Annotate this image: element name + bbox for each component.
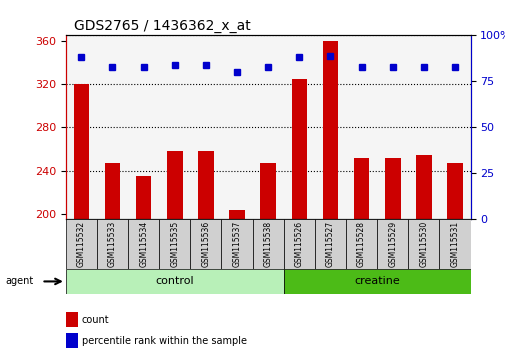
Bar [384,158,400,219]
Bar [322,41,337,219]
Bar [66,333,78,348]
Text: GSM115527: GSM115527 [325,221,334,267]
Bar [353,158,369,219]
Text: GSM115537: GSM115537 [232,221,241,267]
Bar [415,154,431,219]
FancyBboxPatch shape [314,219,345,269]
Text: agent: agent [5,276,33,286]
Bar [291,79,307,219]
FancyBboxPatch shape [159,219,190,269]
Text: GSM115529: GSM115529 [387,221,396,267]
FancyBboxPatch shape [283,219,314,269]
FancyBboxPatch shape [190,219,221,269]
Bar [260,163,275,219]
FancyBboxPatch shape [97,219,128,269]
Bar [446,163,462,219]
Bar [66,312,78,327]
Bar [73,84,89,219]
Bar [135,176,151,219]
Text: count: count [82,315,110,325]
Text: GSM115534: GSM115534 [139,221,148,267]
Text: GSM115530: GSM115530 [419,221,428,267]
Bar [105,163,120,219]
Text: GSM115533: GSM115533 [108,221,117,267]
Text: GSM115531: GSM115531 [449,221,459,267]
Text: GSM115526: GSM115526 [294,221,303,267]
Text: GSM115536: GSM115536 [201,221,210,267]
Text: GDS2765 / 1436362_x_at: GDS2765 / 1436362_x_at [74,19,250,33]
Bar [198,151,213,219]
Text: GSM115528: GSM115528 [357,221,366,267]
Text: GSM115535: GSM115535 [170,221,179,267]
FancyBboxPatch shape [252,219,283,269]
Bar [167,151,182,219]
Text: percentile rank within the sample: percentile rank within the sample [82,336,246,346]
Text: creatine: creatine [354,276,399,286]
Text: control: control [155,276,194,286]
FancyBboxPatch shape [221,219,252,269]
Text: GSM115532: GSM115532 [77,221,86,267]
Text: GSM115538: GSM115538 [263,221,272,267]
FancyBboxPatch shape [376,219,408,269]
FancyBboxPatch shape [408,219,438,269]
FancyBboxPatch shape [66,269,283,294]
FancyBboxPatch shape [66,219,97,269]
FancyBboxPatch shape [438,219,470,269]
FancyBboxPatch shape [283,269,470,294]
FancyBboxPatch shape [345,219,376,269]
Bar [229,210,244,219]
FancyBboxPatch shape [128,219,159,269]
